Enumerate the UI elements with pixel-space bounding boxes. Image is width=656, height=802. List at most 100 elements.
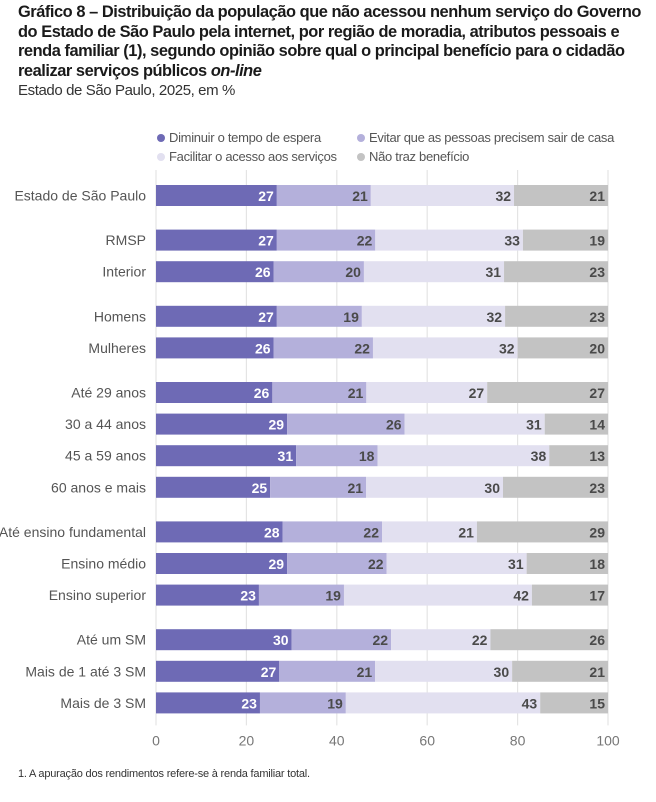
bar-row: 28 22 21 29 bbox=[156, 521, 608, 543]
bar-segment bbox=[361, 305, 506, 327]
data-label: 19 bbox=[589, 233, 605, 249]
bar-segment bbox=[156, 660, 280, 682]
legend-swatch bbox=[157, 133, 165, 142]
category-label: Mais de 1 até 3 SM bbox=[25, 663, 146, 679]
data-label: 21 bbox=[589, 188, 605, 204]
bar-segment bbox=[156, 521, 283, 543]
bar-row: 23 19 42 17 bbox=[156, 584, 608, 606]
data-label: 31 bbox=[485, 264, 501, 280]
bar-segment bbox=[156, 305, 277, 327]
category-label: Interior bbox=[102, 264, 146, 280]
legend-item-facilitar: Facilitar o acesso aos serviços bbox=[157, 149, 337, 164]
bar-row: 23 19 43 15 bbox=[156, 692, 608, 714]
data-label: 17 bbox=[589, 588, 605, 604]
data-label: 32 bbox=[499, 340, 515, 356]
data-label: 23 bbox=[589, 480, 605, 496]
legend-label: Não traz benefício bbox=[369, 149, 470, 164]
bar-segment bbox=[366, 476, 503, 498]
bar-row: 26 20 31 23 bbox=[156, 261, 608, 283]
category-label: Homens bbox=[94, 308, 146, 324]
data-label: 21 bbox=[357, 664, 373, 680]
category-label: Ensino médio bbox=[61, 556, 146, 572]
bar-row: 25 21 30 23 bbox=[156, 476, 608, 498]
bar-segment bbox=[512, 660, 608, 682]
data-label: 32 bbox=[486, 309, 502, 325]
data-label: 29 bbox=[269, 417, 285, 433]
data-label: 20 bbox=[589, 340, 605, 356]
bar-segment bbox=[287, 413, 405, 435]
category-label: Até um SM bbox=[77, 632, 146, 648]
bar-segment bbox=[156, 584, 259, 606]
data-label: 27 bbox=[469, 385, 485, 401]
category-label: Mais de 3 SM bbox=[60, 695, 146, 711]
category-label: 45 a 59 anos bbox=[65, 448, 146, 464]
data-label: 43 bbox=[522, 695, 538, 711]
data-label: 22 bbox=[363, 524, 379, 540]
bar-segment bbox=[540, 692, 608, 714]
data-label: 25 bbox=[252, 480, 268, 496]
data-label: 26 bbox=[255, 340, 271, 356]
data-label: 26 bbox=[255, 264, 271, 280]
bar-segment bbox=[504, 261, 608, 283]
bar-segment bbox=[156, 229, 277, 251]
bar-segment bbox=[345, 692, 541, 714]
x-tick-label: 80 bbox=[510, 732, 526, 748]
bar-segment bbox=[156, 382, 273, 403]
data-label: 19 bbox=[327, 695, 343, 711]
bar-row: 30 22 22 26 bbox=[156, 629, 608, 651]
bar-segment bbox=[276, 305, 362, 327]
bar-segment bbox=[156, 261, 274, 283]
bar-row: 26 22 32 20 bbox=[156, 337, 608, 359]
category-label: Estado de São Paulo bbox=[14, 188, 146, 204]
data-label: 42 bbox=[513, 588, 529, 604]
bar-segment bbox=[287, 553, 387, 574]
data-label: 13 bbox=[589, 448, 605, 464]
bar-segment bbox=[476, 521, 608, 543]
data-label: 14 bbox=[589, 417, 605, 433]
data-label: 27 bbox=[261, 664, 277, 680]
legend-label: Facilitar o acesso aos serviços bbox=[169, 149, 337, 164]
bar-row: 31 18 38 13 bbox=[156, 445, 608, 467]
bar-segment bbox=[156, 445, 297, 467]
bar-segment bbox=[549, 445, 608, 467]
data-label: 31 bbox=[508, 556, 524, 572]
x-tick-label: 0 bbox=[152, 732, 160, 748]
legend-swatch bbox=[157, 152, 165, 161]
bar-segment bbox=[291, 629, 392, 651]
bar-row: 27 22 33 19 bbox=[156, 229, 608, 251]
data-label: 19 bbox=[325, 588, 341, 604]
data-label: 30 bbox=[273, 632, 289, 648]
bar-segment bbox=[156, 413, 288, 435]
bar-segment bbox=[270, 476, 367, 498]
data-label: 29 bbox=[269, 556, 285, 572]
data-label: 38 bbox=[531, 448, 547, 464]
data-label: 26 bbox=[386, 417, 402, 433]
bar-segment bbox=[391, 629, 491, 651]
category-label: Até ensino fundamental bbox=[0, 524, 146, 540]
data-label: 22 bbox=[372, 632, 388, 648]
x-axis-ticks: 0 20 40 60 80 100 bbox=[152, 732, 620, 748]
chart-subtitle: Estado de São Paulo, 2025, em % bbox=[18, 82, 235, 99]
data-label: 21 bbox=[589, 664, 605, 680]
data-label: 21 bbox=[347, 480, 363, 496]
bar-row: 26 21 27 27 bbox=[156, 382, 608, 403]
bar-segment bbox=[517, 337, 608, 359]
bar-segment bbox=[363, 261, 505, 283]
bar-segment bbox=[156, 692, 260, 714]
bar-segment bbox=[258, 584, 344, 606]
bar-segment bbox=[273, 337, 373, 359]
data-label: 33 bbox=[504, 233, 520, 249]
bar-segment bbox=[375, 229, 523, 251]
chart-title-main: Gráfico 8 – Distribuição da população qu… bbox=[18, 3, 641, 80]
bar-row: 27 21 30 21 bbox=[156, 660, 608, 682]
bar-segment bbox=[404, 413, 545, 435]
bar-segment bbox=[156, 337, 274, 359]
x-tick-label: 60 bbox=[419, 732, 435, 748]
bar-row: 27 19 32 23 bbox=[156, 305, 608, 327]
data-label: 22 bbox=[472, 632, 488, 648]
chart-title-italic: on-line bbox=[210, 61, 262, 80]
data-label: 22 bbox=[368, 556, 384, 572]
category-label: 60 anos e mais bbox=[51, 479, 146, 495]
data-label: 21 bbox=[458, 524, 474, 540]
x-tick-label: 40 bbox=[329, 732, 345, 748]
